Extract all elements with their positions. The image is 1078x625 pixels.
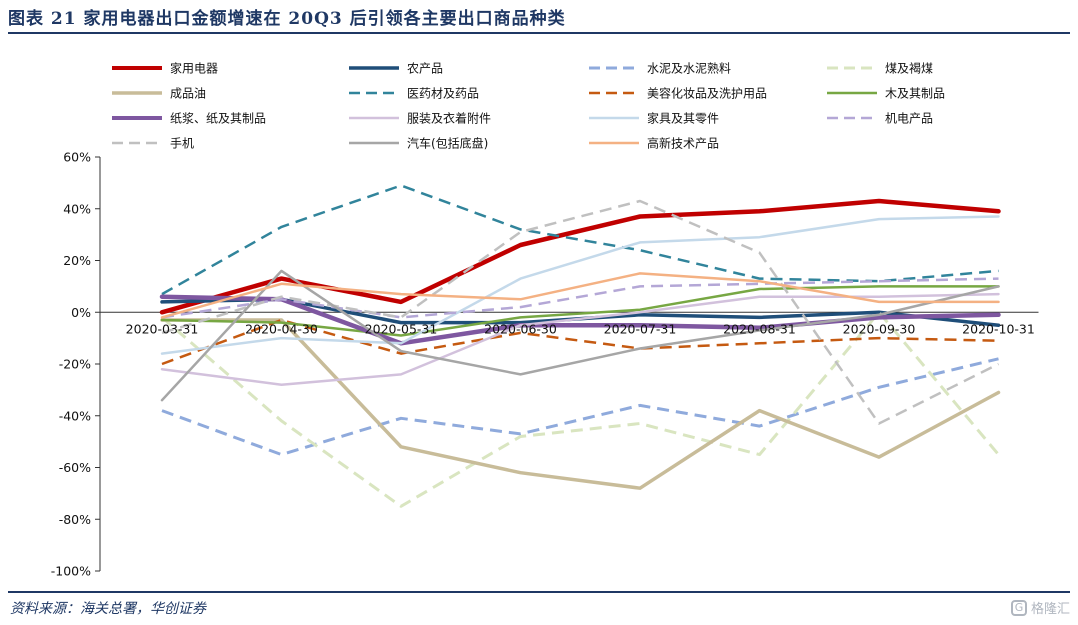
legend-item-11: 家具及其零件 xyxy=(589,111,719,126)
legend-label: 服装及衣着附件 xyxy=(407,111,491,126)
footer-rule xyxy=(8,591,1070,593)
series-line-15 xyxy=(160,272,1000,319)
x-tick-label-2020-07-31: 2020-07-31 xyxy=(604,321,677,336)
legend-label: 水泥及水泥熟料 xyxy=(647,61,731,76)
legend-item-13: 手机 xyxy=(112,137,194,151)
series-line-7 xyxy=(161,318,999,366)
legend-label: 家具及其零件 xyxy=(647,111,719,126)
header-rule xyxy=(8,32,1070,34)
legend-label: 美容化妆品及洗护用品 xyxy=(647,86,767,101)
legend-label: 家用电器 xyxy=(170,61,218,76)
series-line-9 xyxy=(159,294,1001,346)
x-tick-label-2020-04-30: 2020-04-30 xyxy=(245,321,318,336)
legend-label: 木及其制品 xyxy=(885,87,945,101)
legend-item-15: 高新技术产品 xyxy=(589,136,719,151)
source-note: 资料来源：海关总署，华创证券 xyxy=(10,601,206,617)
y-tick-label: 0% xyxy=(71,305,91,320)
legend-label: 高新技术产品 xyxy=(647,136,719,151)
y-tick-label: -100% xyxy=(51,564,91,579)
legend-label: 成品油 xyxy=(170,87,206,101)
x-tick-label-2020-10-31: 2020-10-31 xyxy=(962,321,1035,336)
legend-label: 煤及褐煤 xyxy=(885,61,933,76)
series-line-3 xyxy=(161,357,999,457)
legend-label: 汽车(包括底盘) xyxy=(407,136,488,151)
legend-label: 手机 xyxy=(170,137,194,151)
x-axis-tick-labels: 2020-03-31 2020-04-30 2020-05-31 2020-06-30… xyxy=(126,321,1035,336)
x-tick-label-2020-08-31: 2020-08-31 xyxy=(723,321,796,336)
watermark: G 格隆汇 xyxy=(1010,598,1070,617)
series-line-4 xyxy=(161,310,1000,508)
series-line-1 xyxy=(159,198,1001,315)
legend-item-9: 纸浆、纸及其制品 xyxy=(112,111,266,126)
legend-item-14: 汽车(包括底盘) xyxy=(349,136,488,151)
x-tick-label-2020-06-30: 2020-06-30 xyxy=(484,321,557,336)
y-tick-label: -20% xyxy=(59,357,91,372)
series-line-8 xyxy=(160,285,1000,337)
series-line-6 xyxy=(161,184,999,296)
series-line-10 xyxy=(160,292,1000,386)
watermark-text: 格隆汇 xyxy=(1030,602,1070,617)
legend-label: 医药材及药品 xyxy=(407,87,479,101)
g-logo-icon: G xyxy=(1010,599,1027,616)
chart-title: 图表 21 家用电器出口金额增速在 20Q3 后引领各主要出口商品种类 xyxy=(8,9,566,29)
legend-item-7: 美容化妆品及洗护用品 xyxy=(589,86,767,101)
legend-item-3: 水泥及水泥熟料 xyxy=(589,61,731,76)
legend-item-4: 煤及褐煤 xyxy=(827,61,933,76)
legend-item-6: 医药材及药品 xyxy=(349,87,479,101)
legend-item-2: 农产品 xyxy=(349,62,443,76)
x-tick-label-2020-09-30: 2020-09-30 xyxy=(843,321,916,336)
legend-item-8: 木及其制品 xyxy=(827,87,945,101)
series-line-12 xyxy=(161,277,999,319)
y-tick-label: -40% xyxy=(59,408,91,423)
series-line-11 xyxy=(160,215,1000,355)
plot-area xyxy=(159,184,1001,508)
legend-item-12: 机电产品 xyxy=(827,112,933,126)
legend-label: 机电产品 xyxy=(885,112,933,126)
legend-item-10: 服装及衣着附件 xyxy=(349,111,491,126)
legend-label: 农产品 xyxy=(407,62,443,76)
y-tick-label: -60% xyxy=(59,460,91,475)
series-line-13 xyxy=(161,199,1000,425)
y-tick-label: 60% xyxy=(63,150,91,165)
x-tick-label-2020-03-31: 2020-03-31 xyxy=(126,321,199,336)
y-tick-label: -80% xyxy=(59,512,91,527)
chart-axes: 60% 40% 20% 0% -20% -40% -60% -80% -100% xyxy=(51,150,1039,579)
x-tick-label-2020-05-31: 2020-05-31 xyxy=(365,321,438,336)
series-line-5 xyxy=(160,318,1001,490)
legend-item-1: 家用电器 xyxy=(112,61,218,76)
y-tick-label: 20% xyxy=(63,253,91,268)
y-tick-label: 40% xyxy=(63,201,91,216)
legend-label: 纸浆、纸及其制品 xyxy=(170,111,266,126)
legend-item-5: 成品油 xyxy=(112,87,206,101)
